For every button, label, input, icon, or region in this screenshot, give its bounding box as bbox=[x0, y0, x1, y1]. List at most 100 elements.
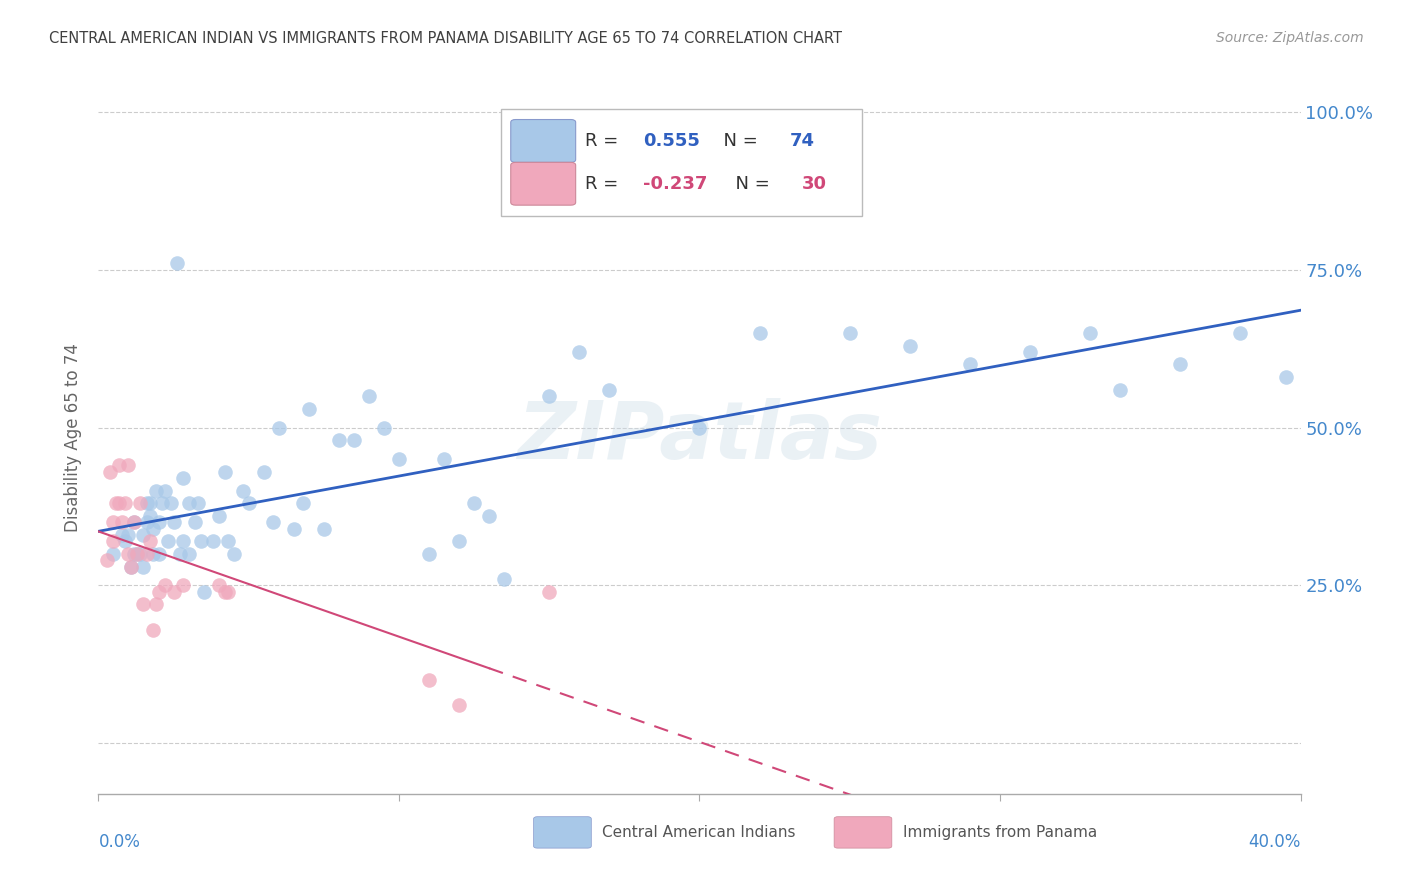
Point bbox=[172, 534, 194, 549]
Point bbox=[689, 420, 711, 434]
Y-axis label: Disability Age 65 to 74: Disability Age 65 to 74 bbox=[65, 343, 83, 532]
Point bbox=[1078, 326, 1101, 340]
Text: N =: N = bbox=[711, 132, 763, 150]
Point bbox=[117, 547, 139, 561]
Point bbox=[108, 496, 131, 510]
Point bbox=[1019, 344, 1042, 359]
FancyBboxPatch shape bbox=[510, 120, 575, 162]
Point bbox=[177, 547, 200, 561]
Point bbox=[117, 528, 139, 542]
Point bbox=[357, 389, 380, 403]
Point bbox=[145, 483, 167, 498]
Point bbox=[156, 534, 179, 549]
Point bbox=[103, 547, 125, 561]
Point bbox=[283, 522, 305, 536]
FancyBboxPatch shape bbox=[510, 162, 575, 205]
FancyBboxPatch shape bbox=[534, 817, 592, 848]
Point bbox=[190, 534, 212, 549]
Point bbox=[100, 465, 122, 479]
Point bbox=[238, 496, 260, 510]
Point bbox=[1229, 326, 1251, 340]
Point bbox=[201, 534, 224, 549]
Point bbox=[193, 584, 215, 599]
Point bbox=[127, 547, 149, 561]
Point bbox=[1170, 358, 1192, 372]
Point bbox=[214, 584, 236, 599]
Point bbox=[124, 516, 146, 530]
Text: Source: ZipAtlas.com: Source: ZipAtlas.com bbox=[1216, 31, 1364, 45]
Point bbox=[312, 522, 335, 536]
Point bbox=[1274, 370, 1296, 384]
Point bbox=[114, 496, 136, 510]
FancyBboxPatch shape bbox=[501, 109, 862, 216]
Point bbox=[187, 496, 209, 510]
Point bbox=[129, 496, 152, 510]
Point bbox=[748, 326, 770, 340]
Point bbox=[103, 534, 125, 549]
Text: R =: R = bbox=[585, 132, 624, 150]
Point bbox=[433, 452, 456, 467]
Point bbox=[172, 471, 194, 485]
Point bbox=[343, 434, 366, 448]
Point bbox=[373, 420, 395, 434]
Point bbox=[127, 547, 149, 561]
Text: R =: R = bbox=[585, 175, 624, 193]
Point bbox=[153, 483, 176, 498]
Point bbox=[129, 547, 152, 561]
Point bbox=[121, 559, 143, 574]
Text: Central American Indians: Central American Indians bbox=[602, 825, 796, 840]
Point bbox=[111, 516, 134, 530]
Point bbox=[138, 496, 160, 510]
Point bbox=[447, 534, 470, 549]
Text: Immigrants from Panama: Immigrants from Panama bbox=[903, 825, 1097, 840]
Point bbox=[262, 516, 284, 530]
FancyBboxPatch shape bbox=[834, 817, 891, 848]
Point bbox=[222, 547, 245, 561]
Point bbox=[111, 528, 134, 542]
Point bbox=[267, 420, 290, 434]
Point bbox=[291, 496, 314, 510]
Point bbox=[162, 516, 184, 530]
Text: 40.0%: 40.0% bbox=[1249, 833, 1301, 851]
Point bbox=[463, 496, 485, 510]
Point bbox=[141, 522, 163, 536]
Point bbox=[103, 516, 125, 530]
Point bbox=[208, 578, 231, 592]
Point bbox=[959, 358, 981, 372]
Text: 30: 30 bbox=[801, 175, 827, 193]
Point bbox=[298, 401, 321, 416]
Point bbox=[177, 496, 200, 510]
Point bbox=[124, 516, 146, 530]
Text: -0.237: -0.237 bbox=[643, 175, 707, 193]
Point bbox=[117, 458, 139, 473]
Point bbox=[150, 496, 173, 510]
Point bbox=[388, 452, 411, 467]
Point bbox=[183, 516, 205, 530]
Point bbox=[135, 547, 157, 561]
Point bbox=[1109, 383, 1132, 397]
Point bbox=[494, 572, 516, 586]
Point bbox=[172, 578, 194, 592]
Point bbox=[121, 559, 143, 574]
Point bbox=[232, 483, 254, 498]
Point bbox=[447, 698, 470, 713]
Point bbox=[159, 496, 181, 510]
Point bbox=[153, 578, 176, 592]
Text: 0.0%: 0.0% bbox=[98, 833, 141, 851]
Point bbox=[162, 584, 184, 599]
Point bbox=[135, 516, 157, 530]
Point bbox=[568, 344, 591, 359]
Point bbox=[538, 584, 561, 599]
Point bbox=[132, 559, 155, 574]
Point bbox=[135, 496, 157, 510]
Point bbox=[114, 534, 136, 549]
Point bbox=[148, 516, 170, 530]
Point bbox=[145, 598, 167, 612]
Point bbox=[105, 496, 128, 510]
Point bbox=[538, 389, 561, 403]
Point bbox=[141, 623, 163, 637]
Text: 0.555: 0.555 bbox=[643, 132, 700, 150]
Point bbox=[214, 465, 236, 479]
Point bbox=[138, 534, 160, 549]
Point bbox=[124, 547, 146, 561]
